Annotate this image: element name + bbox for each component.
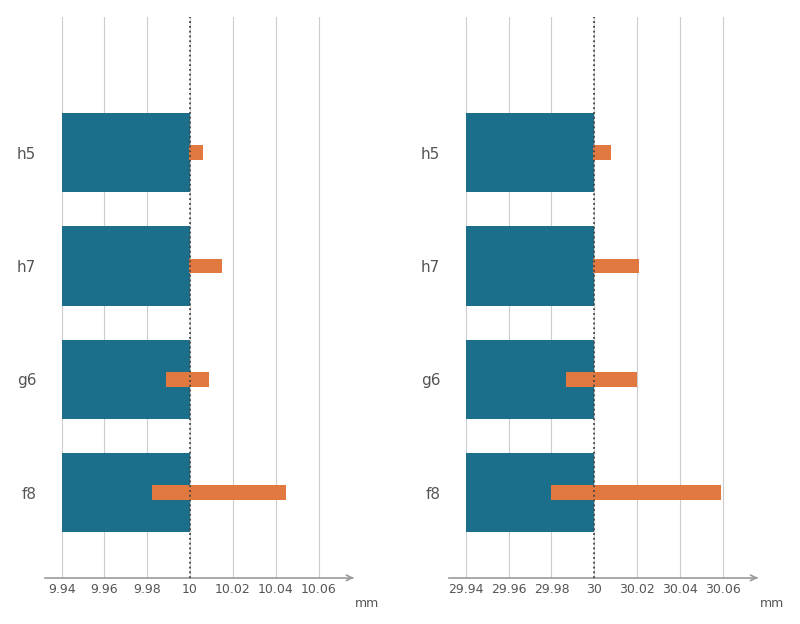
Bar — [152, 485, 286, 500]
Bar — [566, 372, 637, 387]
Text: mm: mm — [355, 597, 379, 610]
Bar — [189, 145, 203, 160]
Bar — [189, 259, 222, 273]
Bar — [166, 372, 210, 387]
Bar — [551, 485, 721, 500]
Bar — [466, 339, 594, 419]
Bar — [62, 227, 190, 306]
Bar — [62, 339, 190, 419]
Bar — [62, 453, 190, 532]
Bar — [593, 259, 639, 273]
Bar — [466, 453, 594, 532]
Bar — [466, 113, 594, 192]
Text: mm: mm — [759, 597, 784, 610]
Bar — [593, 145, 611, 160]
Bar — [62, 113, 190, 192]
Bar — [466, 227, 594, 306]
